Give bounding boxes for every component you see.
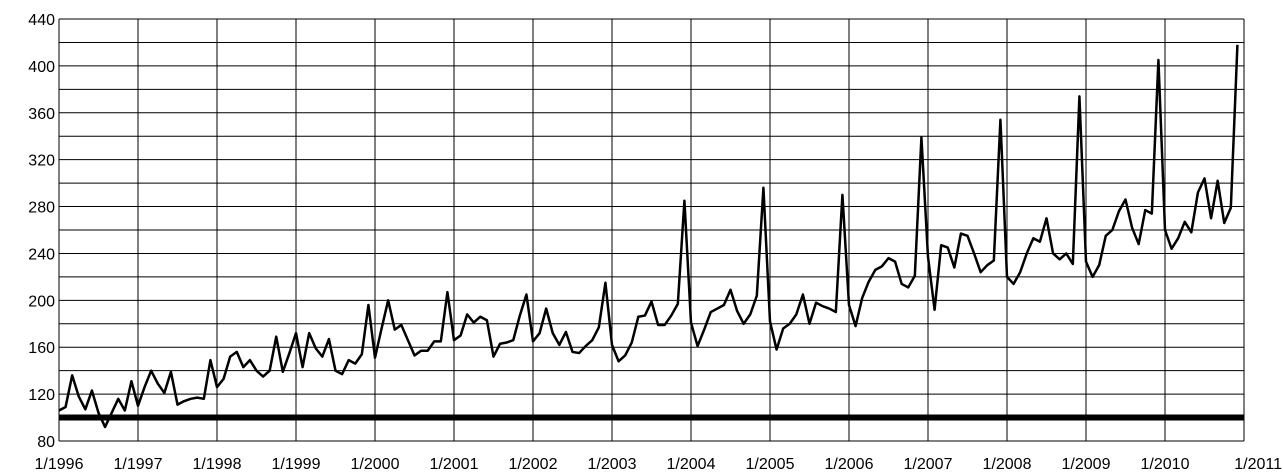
x-tick-label: 1/1996 (35, 456, 84, 473)
y-tick-label: 320 (28, 153, 55, 170)
x-tick-label: 1/2006 (825, 456, 874, 473)
y-axis-tick-labels: 80 120 160 200 240 280 320 360 400 440 (28, 12, 55, 451)
series-line (58, 44, 1239, 429)
x-tick-label: 1/2000 (351, 456, 400, 473)
y-tick-label: 160 (28, 340, 55, 357)
x-tick-label: 1/1997 (114, 456, 163, 473)
y-tick-label: 120 (28, 387, 55, 404)
y-tick-label: 440 (28, 12, 55, 29)
y-tick-label: 80 (37, 434, 55, 451)
x-tick-label: 1/1998 (193, 456, 242, 473)
x-tick-label: 1/2007 (904, 456, 953, 473)
x-axis-tick-labels: 1/1996 1/1997 1/1998 1/1999 1/2000 1/2001 1/20… (35, 456, 1283, 473)
y-tick-label: 280 (28, 200, 55, 217)
x-tick-label: 1/1999 (272, 456, 321, 473)
x-tick-label: 1/2009 (1062, 456, 1111, 473)
grid-lines (58, 18, 1245, 442)
y-tick-label: 200 (28, 293, 55, 310)
y-tick-label: 360 (28, 106, 55, 123)
x-tick-label: 1/2005 (746, 456, 795, 473)
x-tick-label: 1/2008 (983, 456, 1032, 473)
x-tick-label: 1/2003 (588, 456, 637, 473)
y-tick-label: 400 (28, 59, 55, 76)
x-tick-label: 1/2010 (1141, 456, 1190, 473)
x-tick-label: 1/2004 (667, 456, 716, 473)
y-tick-label: 240 (28, 246, 55, 263)
x-tick-label: 1/2011 (1234, 456, 1282, 473)
x-tick-label: 1/2002 (509, 456, 558, 473)
x-tick-label: 1/2001 (430, 456, 479, 473)
